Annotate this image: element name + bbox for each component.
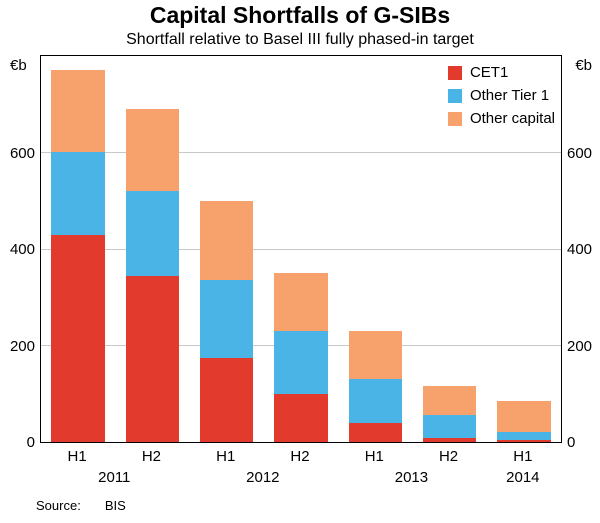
bar-segment-cet1: [125, 276, 180, 442]
gridline-600: [41, 151, 561, 153]
bar-segment-other-tier-1: [497, 432, 551, 440]
y-tick-label-right-0: 0: [567, 434, 576, 451]
bar-segment-other-tier-1: [51, 152, 105, 235]
legend-swatch-other-tier-1: [447, 88, 462, 103]
legend-item-other-capital: Other capital: [447, 110, 555, 127]
bar-segment-other-capital: [348, 331, 403, 379]
year-label-2014: 2014: [506, 469, 540, 486]
bar-segment-other-capital: [497, 401, 551, 432]
legend-label-other-capital: Other capital: [469, 110, 555, 127]
bar-segment-cet1: [497, 440, 551, 442]
year-label-2013: 2013: [394, 469, 429, 486]
bar-segment-other-tier-1: [274, 331, 328, 394]
bar-segment-cet1: [51, 235, 105, 442]
legend-label-other-tier-1: Other Tier 1: [469, 87, 550, 104]
bar-segment-other-capital: [51, 70, 105, 152]
y-tick-label-right-600: 600: [567, 144, 593, 162]
x-tick-label: H2: [438, 448, 459, 465]
x-tick-label: H2: [290, 448, 310, 465]
bar-segment-other-capital: [125, 109, 180, 191]
y-tick-label-right-400: 400: [567, 241, 593, 258]
y-axis-unit-right: €b: [575, 57, 592, 74]
source-label: Source:: [36, 498, 81, 513]
bar-segment-cet1: [348, 423, 403, 442]
y-tick-label-right-200: 200: [567, 337, 593, 355]
chart-title: Capital Shortfalls of G-SIBs: [149, 2, 451, 28]
legend-swatch-other-capital: [447, 111, 462, 126]
x-tick-label: H1: [216, 448, 236, 465]
bar-segment-other-capital: [199, 201, 254, 280]
year-label-2012: 2012: [246, 469, 280, 486]
y-axis-unit-left: €b: [10, 57, 27, 74]
y-tick-label-left-600: 600: [9, 144, 35, 162]
bar-segment-cet1: [274, 394, 328, 442]
legend-item-cet1: CET1: [447, 64, 555, 81]
legend-label-cet1: CET1: [469, 64, 509, 81]
plot-area: CET1 Other Tier 1 Other capital: [40, 55, 562, 443]
x-tick-label: H1: [513, 448, 533, 465]
legend: CET1 Other Tier 1 Other capital: [447, 64, 555, 133]
x-tick-label: H1: [364, 448, 384, 465]
bar-segment-cet1: [422, 438, 477, 442]
y-tick-label-left-0: 0: [26, 434, 35, 451]
bar-segment-other-tier-1: [348, 379, 403, 423]
legend-item-other-tier-1: Other Tier 1: [447, 87, 555, 104]
x-tick-label: H1: [67, 448, 87, 465]
legend-swatch-cet1: [447, 65, 462, 80]
bar-segment-other-capital: [274, 273, 328, 331]
bar-segment-other-tier-1: [199, 280, 254, 358]
chart-subtitle: Shortfall relative to Basel III fully ph…: [126, 31, 474, 48]
source-note: Source: BIS: [36, 498, 126, 513]
bar-segment-other-tier-1: [125, 191, 180, 276]
bar-segment-other-capital: [422, 386, 477, 415]
bar-segment-cet1: [199, 358, 254, 442]
y-tick-label-left-400: 400: [9, 241, 35, 258]
gridline-400: [41, 248, 561, 250]
x-tick-label: H2: [141, 448, 162, 465]
year-label-2011: 2011: [98, 469, 131, 486]
bar-segment-other-tier-1: [422, 415, 477, 438]
y-tick-label-left-200: 200: [9, 337, 35, 355]
source-value: BIS: [104, 498, 126, 513]
